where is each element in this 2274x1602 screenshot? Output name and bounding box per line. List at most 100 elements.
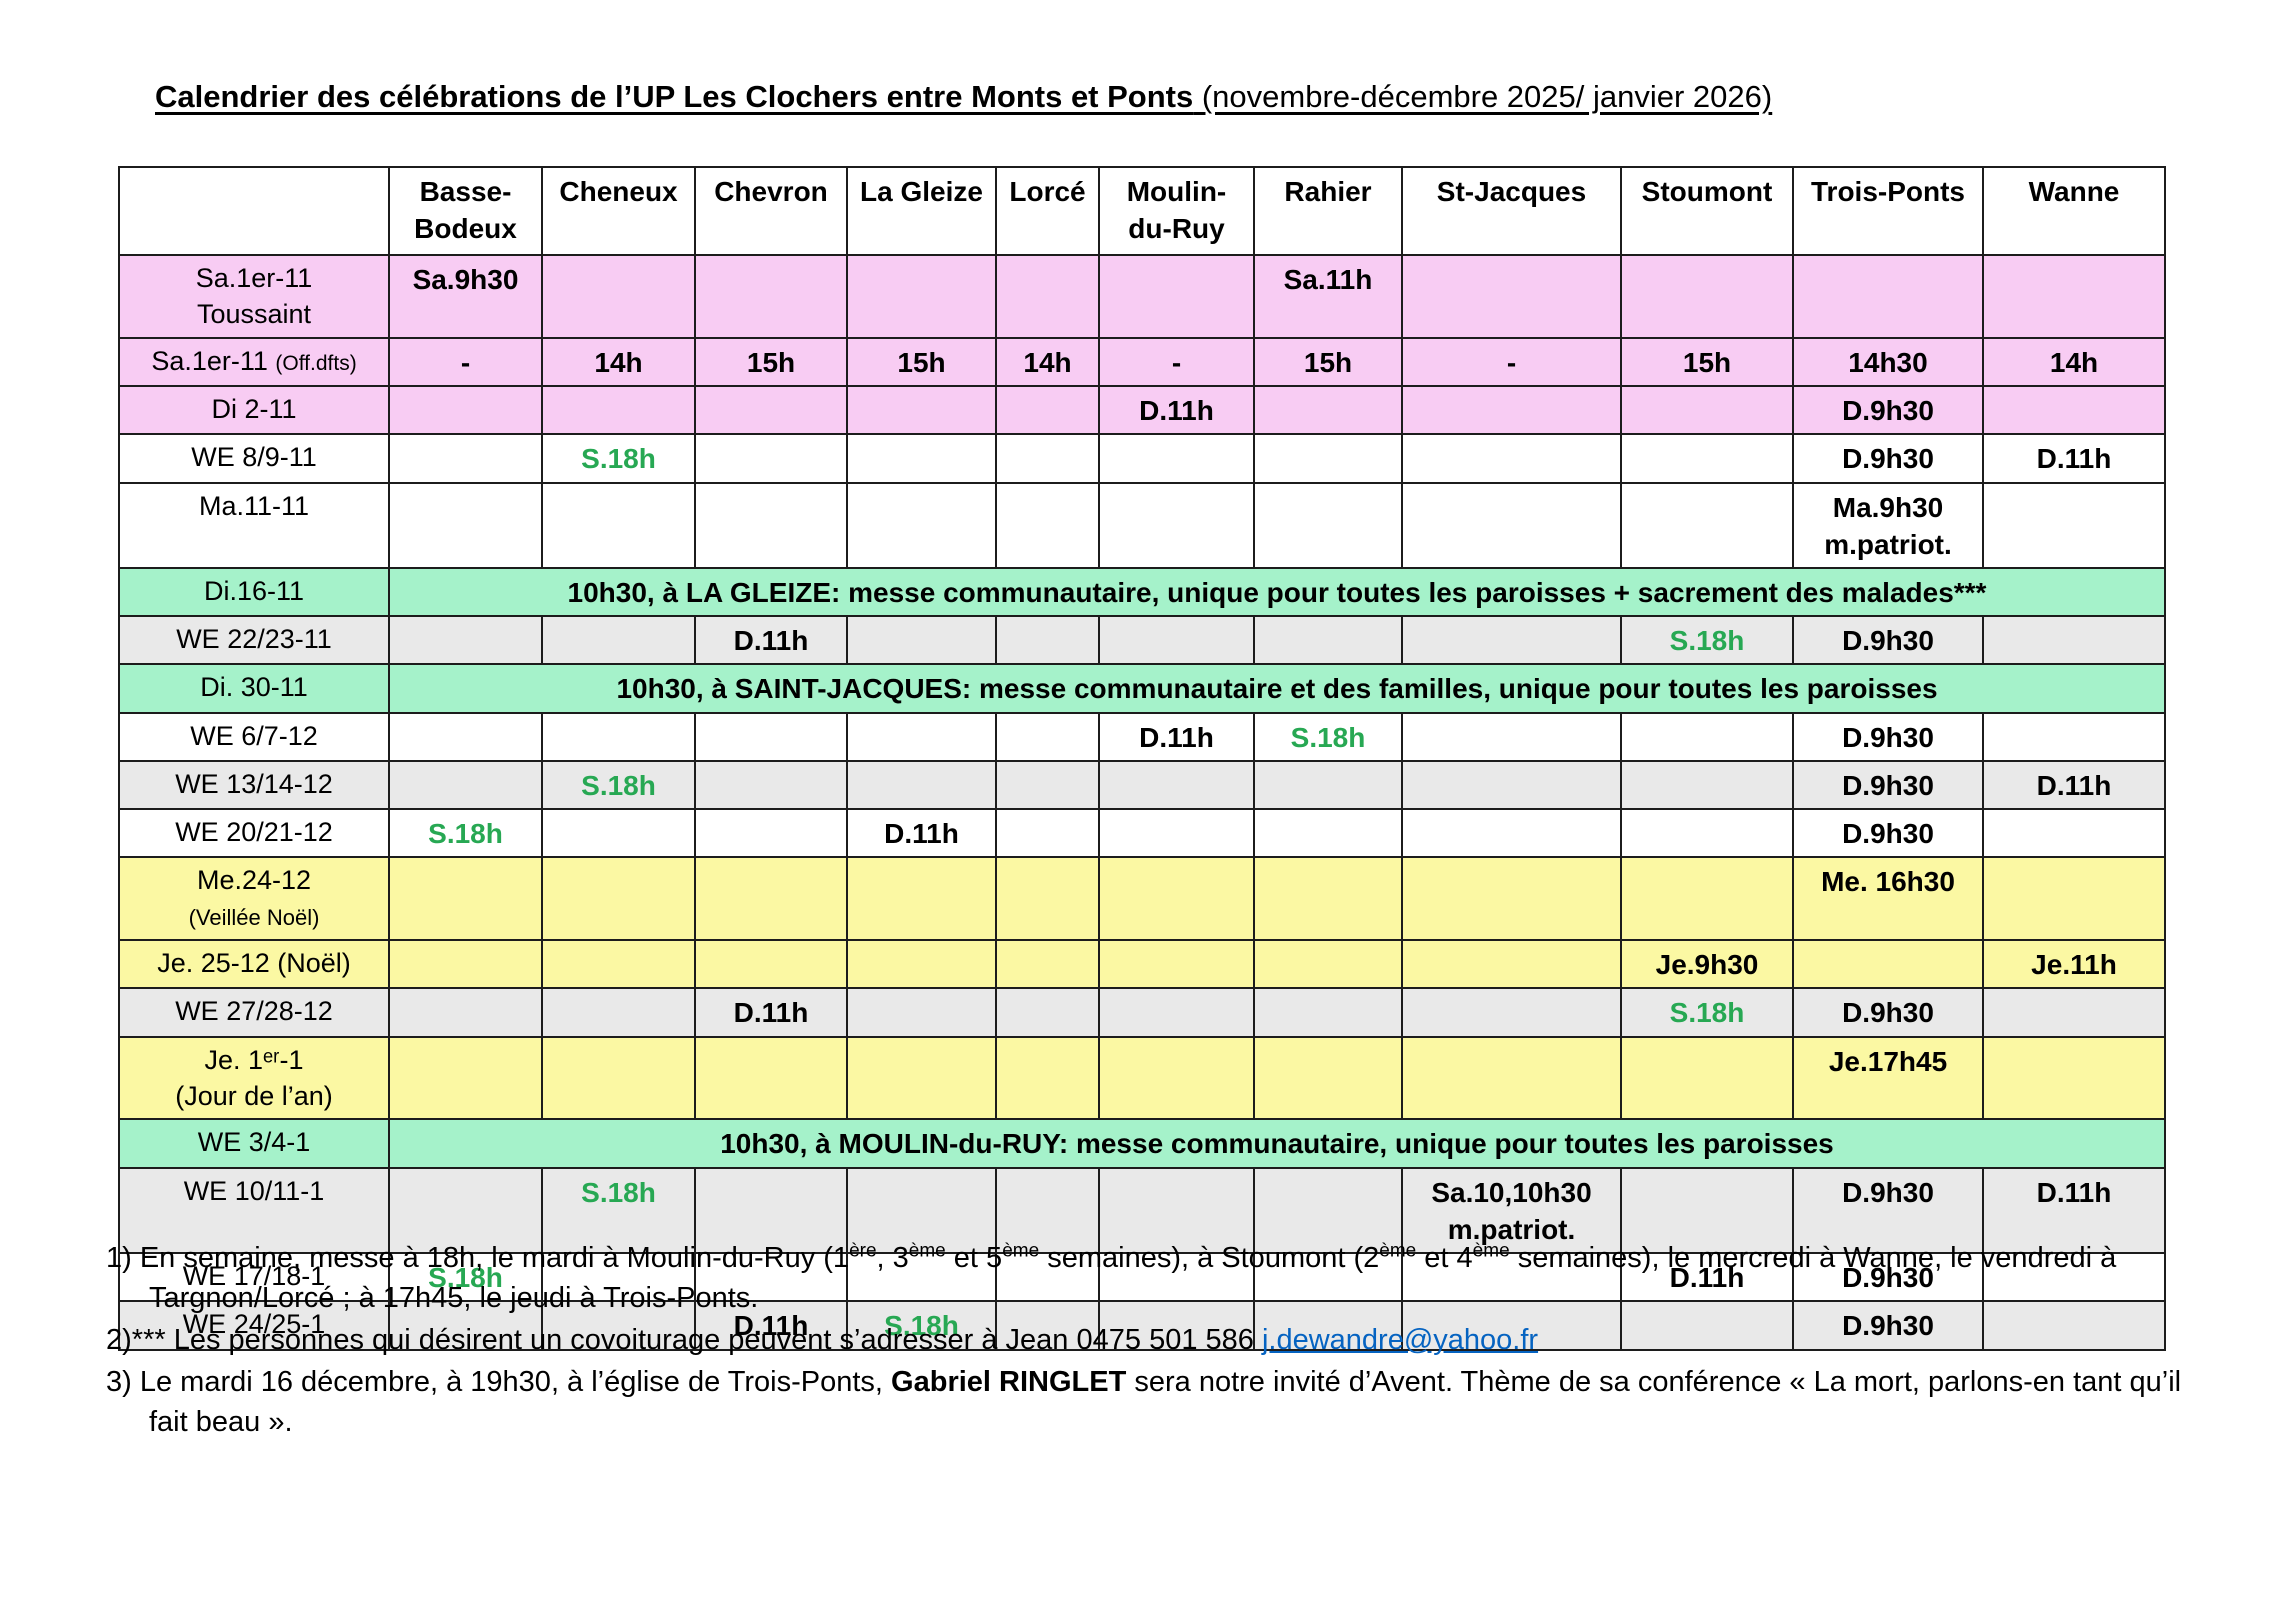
cell xyxy=(1253,1300,1403,1351)
date-label-line2: (Jour de l’an) xyxy=(175,1080,333,1111)
cell: D.9h30 xyxy=(1792,808,1984,859)
date-label-text: Di 2-11 xyxy=(211,394,297,425)
cell xyxy=(694,385,848,436)
header-row: Basse- Bodeux Cheneux Chevron La Gleize Lorc… xyxy=(118,166,2166,256)
table-row: Je. 1ᵉʳ-1 (Jour de l’an) Je.17h45 xyxy=(118,1035,2166,1121)
cell xyxy=(1253,481,1403,569)
email-link[interactable]: j.dewandre@yahoo.fr xyxy=(1261,1324,1539,1357)
cell xyxy=(1253,759,1403,811)
column-header-3: Chevron xyxy=(694,166,848,256)
cell: S.18h xyxy=(541,1166,696,1255)
footnote-text: et 4 xyxy=(1416,1242,1473,1274)
cell: - xyxy=(1401,336,1622,388)
cell xyxy=(846,1035,997,1121)
cell xyxy=(694,481,848,569)
date-label-text: WE 20/21-12 xyxy=(175,817,333,848)
cell xyxy=(995,385,1100,436)
cell: D.9h30 xyxy=(1792,385,1984,436)
cell xyxy=(388,481,543,569)
table-row: WE 10/11-1 S.18h Sa.10,10h30 m.patriot. D.9… xyxy=(118,1166,2166,1255)
footnote-text: semaines), à Stoumont (2 xyxy=(1039,1242,1380,1274)
cell xyxy=(694,254,848,339)
cell xyxy=(1253,939,1403,990)
cell xyxy=(1620,1300,1794,1351)
cell: D.9h30 xyxy=(1792,1166,1984,1255)
cell: D.11h xyxy=(1982,1166,2166,1255)
cell xyxy=(388,856,543,942)
cell: 15h xyxy=(1253,336,1403,388)
table-row: WE 22/23-11 D.11h S.18h D.9h30 xyxy=(118,615,2166,666)
cell xyxy=(388,1035,543,1121)
cell xyxy=(1401,1035,1622,1121)
footnote-text: et 5 xyxy=(945,1242,1003,1274)
cell: D.11h xyxy=(1982,759,2166,811)
cell xyxy=(1253,615,1403,666)
cell xyxy=(1792,939,1984,990)
footnote-superscript: ème xyxy=(908,1240,946,1262)
cell xyxy=(1253,385,1403,436)
cell xyxy=(995,856,1100,942)
date-label-text: WE 8/9-11 xyxy=(191,442,317,473)
cell: D.11h xyxy=(694,615,848,666)
date-label-text: Sa.1er-11 xyxy=(151,345,276,376)
banner-cell: 10h30, à MOULIN-du-RUY: messe communauta… xyxy=(388,1118,2166,1169)
table-row: Di 2-11 D.11h D.9h30 xyxy=(118,385,2166,436)
table-row: WE 13/14-12 S.18h D.9h30 D.11h xyxy=(118,759,2166,811)
cell: D.11h xyxy=(1098,711,1255,762)
column-header-5: Lorcé xyxy=(995,166,1100,256)
cell xyxy=(541,1300,696,1351)
date-label-text: Je. 1ᵉʳ-1 xyxy=(204,1044,304,1075)
table-row: Me.24-12 (Veillée Noël) Me. 16h30 xyxy=(118,856,2166,942)
cell xyxy=(1401,808,1622,859)
date-label-line2: (Veillée Noël) xyxy=(188,905,320,931)
date-label-text: Ma.11-11 xyxy=(198,490,310,521)
cell xyxy=(1792,254,1984,339)
cell xyxy=(995,1035,1100,1121)
cell: Sa.10,10h30 m.patriot. xyxy=(1401,1166,1622,1255)
cell xyxy=(846,1252,997,1303)
cell: Je.11h xyxy=(1982,939,2166,990)
cell: S.18h xyxy=(541,759,696,811)
cell: S.18h xyxy=(846,1300,997,1351)
cell xyxy=(1982,1035,2166,1121)
cell: S.18h xyxy=(388,1252,543,1303)
cell xyxy=(1620,481,1794,569)
cell xyxy=(694,711,848,762)
date-label-suffix: (Off.dfts) xyxy=(275,351,357,375)
cell: Me. 16h30 xyxy=(1792,856,1984,942)
cell xyxy=(1253,1166,1403,1255)
cell xyxy=(1401,385,1622,436)
column-header-10: Trois-Ponts xyxy=(1792,166,1984,256)
column-header-9: Stoumont xyxy=(1620,166,1794,256)
cell xyxy=(1401,1300,1622,1351)
date-label: Me.24-12 (Veillée Noël) xyxy=(118,856,390,942)
cell xyxy=(1098,808,1255,859)
cell xyxy=(995,1166,1100,1255)
column-header-8: St-Jacques xyxy=(1401,166,1622,256)
banner-cell: 10h30, à SAINT-JACQUES: messe communauta… xyxy=(388,663,2166,714)
table-row: Di.16-11 10h30, à LA GLEIZE: messe commun… xyxy=(118,566,2166,618)
table-row: WE 17/18-1 S.18h D.11h D.9h30 xyxy=(118,1252,2166,1303)
date-label-text: WE 13/14-12 xyxy=(175,768,333,799)
date-label: WE 22/23-11 xyxy=(118,615,390,666)
footnote-superscript: ème xyxy=(1002,1240,1040,1262)
cell xyxy=(1098,1166,1255,1255)
cell xyxy=(1401,711,1622,762)
cell xyxy=(1253,808,1403,859)
cell: D.11h xyxy=(846,808,997,859)
cell xyxy=(1401,1252,1622,1303)
cell xyxy=(1098,1035,1255,1121)
cell xyxy=(1620,808,1794,859)
table-row: WE 8/9-11 S.18h D.9h30 D.11h xyxy=(118,433,2166,484)
cell xyxy=(541,711,696,762)
cell xyxy=(1620,759,1794,811)
footnote-text: , 3 xyxy=(876,1242,909,1274)
date-label-text: WE 24/25-1 xyxy=(182,1309,326,1340)
cell xyxy=(694,1252,848,1303)
cell: 14h30 xyxy=(1792,336,1984,388)
cell xyxy=(846,759,997,811)
cell xyxy=(1098,939,1255,990)
date-label-text: Di.16-11 xyxy=(203,575,305,606)
column-header-2: Cheneux xyxy=(541,166,696,256)
cell xyxy=(694,939,848,990)
